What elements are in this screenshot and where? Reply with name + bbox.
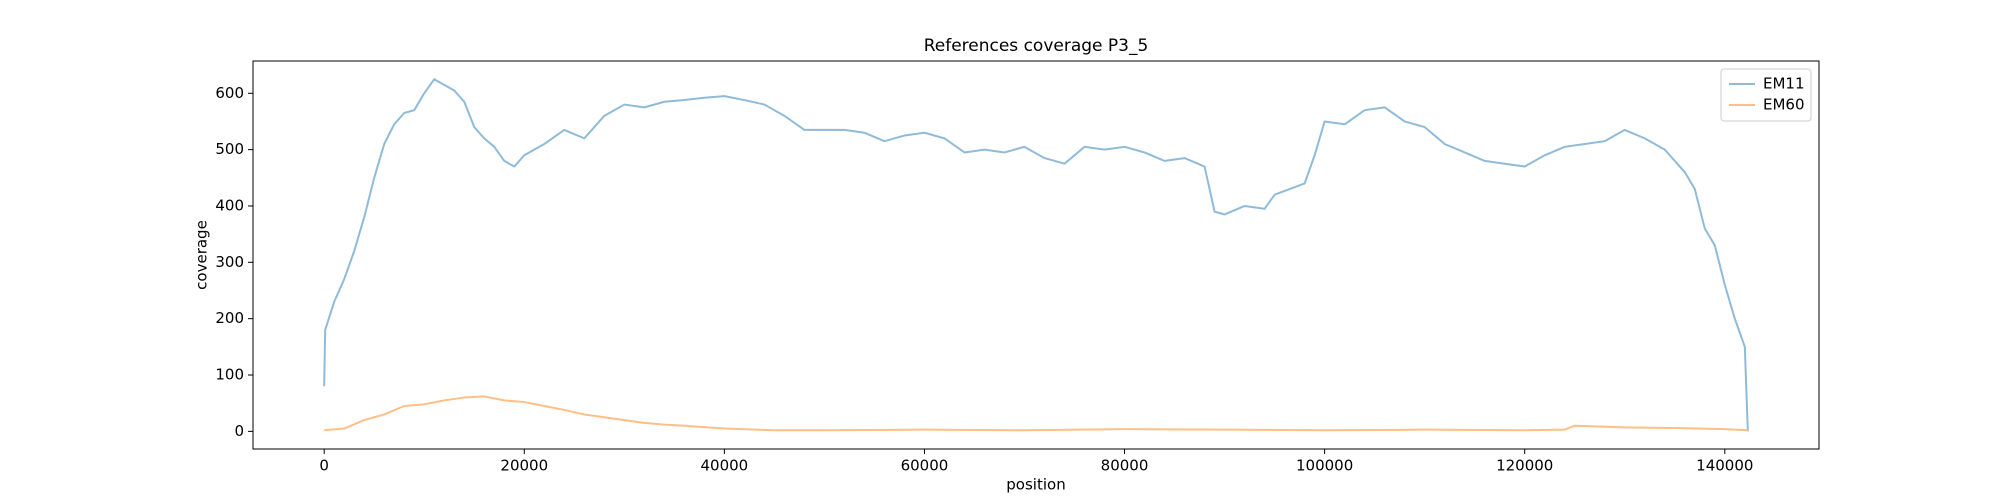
y-tick-label: 600 xyxy=(215,84,244,102)
y-tick-label: 400 xyxy=(215,196,244,214)
y-tick-label: 500 xyxy=(215,140,244,158)
series-line xyxy=(323,78,1749,432)
y-tick-label: 0 xyxy=(234,422,244,440)
x-tick-label: 40000 xyxy=(701,457,749,475)
x-tick-label: 0 xyxy=(319,457,329,475)
chart-title: References coverage P3_5 xyxy=(924,36,1149,56)
series-line xyxy=(324,395,1748,432)
y-tick-label: 100 xyxy=(215,366,244,384)
x-tick-label: 140000 xyxy=(1696,457,1753,475)
legend-label: EM60 xyxy=(1763,96,1805,114)
x-tick-label: 20000 xyxy=(500,457,548,475)
legend-box xyxy=(1720,68,1812,122)
y-axis-label: coverage xyxy=(193,220,211,290)
x-tick-label: 60000 xyxy=(901,457,949,475)
x-tick-label: 100000 xyxy=(1296,457,1353,475)
x-axis-label: position xyxy=(1006,476,1065,494)
x-tick-label: 120000 xyxy=(1496,457,1553,475)
y-tick-label: 200 xyxy=(215,309,244,327)
x-tick-label: 80000 xyxy=(1101,457,1149,475)
y-tick-label: 300 xyxy=(215,253,244,271)
plot-frame xyxy=(252,60,1820,450)
legend-label: EM11 xyxy=(1763,75,1805,93)
